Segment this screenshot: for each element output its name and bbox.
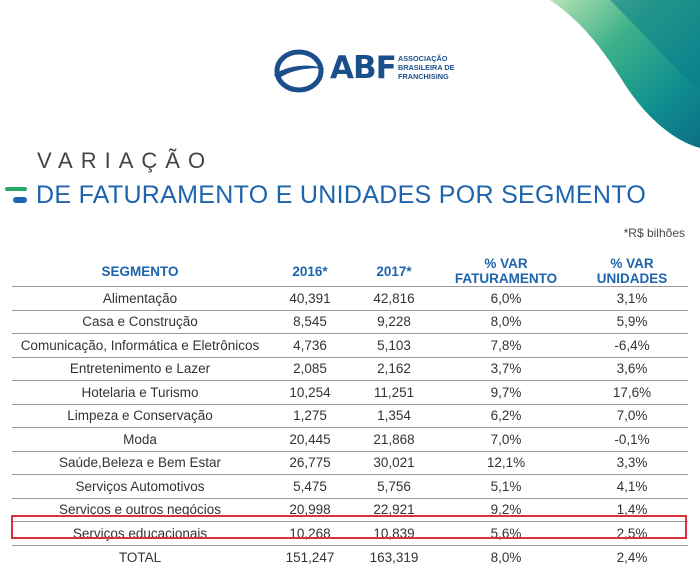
cell-total-var-unidades: 2,4% xyxy=(616,549,648,565)
cell-var-unidades: 2,5% xyxy=(576,521,688,546)
header-2016: 2016* xyxy=(292,263,328,279)
cell-2017: 1,354 xyxy=(352,404,436,428)
cell-2017: 21,868 xyxy=(352,427,436,452)
table-row: Alimentação 40,391 42,816 6,0% 3,1% xyxy=(12,286,688,311)
cell-segment: Hotelaria e Turismo xyxy=(12,380,268,405)
cell-2017: 30,021 xyxy=(352,451,436,475)
cell-total-2017: 163,319 xyxy=(369,549,419,565)
logo-subtitle-line: ASSOCIAÇÃO xyxy=(398,54,448,63)
cell-2016: 26,775 xyxy=(268,451,352,475)
table-row: Saúde,Beleza e Bem Estar 26,775 30,021 1… xyxy=(12,451,688,475)
segment-table: SEGMENTO 2016* 2017* % VAR FATURAMENTO %… xyxy=(12,256,688,569)
cell-var-faturamento: 3,7% xyxy=(436,357,576,381)
cell-var-unidades: 3,6% xyxy=(576,357,688,381)
table-total-row: TOTAL 151,247 163,319 8,0% 2,4% xyxy=(12,545,688,569)
cell-var-faturamento: 12,1% xyxy=(436,451,576,475)
cell-total-label: TOTAL xyxy=(118,549,162,565)
cell-var-unidades: 3,3% xyxy=(576,451,688,475)
cell-2016: 10,268 xyxy=(268,521,352,546)
table-row: Entretenimento e Lazer 2,085 2,162 3,7% … xyxy=(12,357,688,381)
globe-orbit-icon xyxy=(274,49,326,93)
cell-var-unidades: -0,1% xyxy=(576,427,688,452)
corner-decoration xyxy=(550,0,700,148)
cell-var-faturamento: 8,0% xyxy=(436,310,576,334)
cell-2017: 5,103 xyxy=(352,333,436,358)
unit-note: *R$ bilhões xyxy=(623,226,685,240)
cell-segment: Saúde,Beleza e Bem Estar xyxy=(12,451,268,475)
cell-segment: Serviços Automotivos xyxy=(12,474,268,499)
cell-segment: Comunicação, Informática e Eletrônicos xyxy=(12,333,268,358)
header-2017: 2017* xyxy=(376,263,412,279)
cell-var-unidades: 5,9% xyxy=(576,310,688,334)
logo-subtitle-line: BRASILEIRA DE xyxy=(398,63,455,72)
cell-2017: 5,756 xyxy=(352,474,436,499)
cell-2017: 42,816 xyxy=(352,286,436,311)
table-row: Moda 20,445 21,868 7,0% -0,1% xyxy=(12,427,688,452)
cell-2016: 1,275 xyxy=(268,404,352,428)
page-title-line1: VARIAÇÃO xyxy=(37,148,214,173)
cell-2016: 40,391 xyxy=(268,286,352,311)
table-row: Hotelaria e Turismo 10,254 11,251 9,7% 1… xyxy=(12,380,688,405)
page-title-line2: DE FATURAMENTO E UNIDADES POR SEGMENTO xyxy=(36,181,647,209)
cell-var-unidades: 7,0% xyxy=(576,404,688,428)
cell-var-faturamento: 7,8% xyxy=(436,333,576,358)
cell-2016: 2,085 xyxy=(268,357,352,381)
cell-var-unidades: -6,4% xyxy=(576,333,688,358)
table-row: Comunicação, Informática e Eletrônicos 4… xyxy=(12,333,688,358)
cell-total-var-faturamento: 8,0% xyxy=(490,549,522,565)
cell-2017: 2,162 xyxy=(352,357,436,381)
cell-2016: 5,475 xyxy=(268,474,352,499)
logo-subtitle: ASSOCIAÇÃO BRASILEIRA DE FRANCHISING xyxy=(398,54,468,81)
table-row: Serviços Automotivos 5,475 5,756 5,1% 4,… xyxy=(12,474,688,499)
highlight-box xyxy=(11,515,687,539)
cell-var-faturamento: 7,0% xyxy=(436,427,576,452)
table-row: Limpeza e Conservação 1,275 1,354 6,2% 7… xyxy=(12,404,688,428)
cell-2016: 4,736 xyxy=(268,333,352,358)
cell-2017: 9,228 xyxy=(352,310,436,334)
header-segmento: SEGMENTO xyxy=(101,263,179,279)
cell-segment: Moda xyxy=(12,427,268,452)
cell-2016: 20,445 xyxy=(268,427,352,452)
cell-segment: Limpeza e Conservação xyxy=(12,404,268,428)
logo-acronym: ABF xyxy=(330,50,397,86)
abf-logo: ABF ASSOCIAÇÃO BRASILEIRA DE FRANCHISING xyxy=(272,46,462,94)
cell-var-faturamento: 5,1% xyxy=(436,474,576,499)
cell-var-unidades: 4,1% xyxy=(576,474,688,499)
cell-var-unidades: 17,6% xyxy=(576,380,688,405)
header-var-unidades: % VAR UNIDADES xyxy=(596,256,668,286)
cell-var-faturamento: 6,0% xyxy=(436,286,576,311)
logo-subtitle-line: FRANCHISING xyxy=(398,72,449,81)
header-var-faturamento: % VAR FATURAMENTO xyxy=(454,256,558,286)
table-header-row: SEGMENTO 2016* 2017* % VAR FATURAMENTO %… xyxy=(12,256,688,287)
cell-2016: 8,545 xyxy=(268,310,352,334)
green-blue-dash-icon xyxy=(5,187,27,203)
cell-2016: 10,254 xyxy=(268,380,352,405)
table-row-highlighted: Serviços educacionais 10,268 10,839 5,6%… xyxy=(12,521,688,546)
cell-segment: Alimentação xyxy=(12,286,268,311)
cell-segment: Casa e Construção xyxy=(12,310,268,334)
cell-var-faturamento: 6,2% xyxy=(436,404,576,428)
cell-total-2016: 151,247 xyxy=(285,549,335,565)
cell-var-unidades: 3,1% xyxy=(576,286,688,311)
cell-segment: Entretenimento e Lazer xyxy=(12,357,268,381)
cell-var-faturamento: 9,7% xyxy=(436,380,576,405)
table-row: Casa e Construção 8,545 9,228 8,0% 5,9% xyxy=(12,310,688,334)
cell-2017: 11,251 xyxy=(352,380,436,405)
